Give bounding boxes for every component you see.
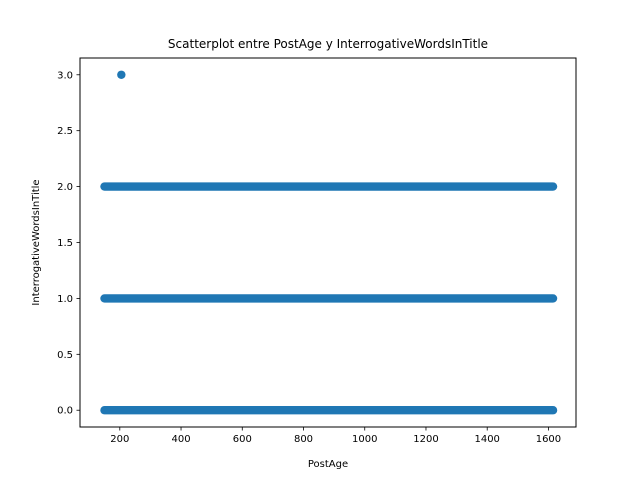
y-axis: 0.0 0.5 1.0 1.5 2.0 2.5 3.0 (57, 70, 80, 417)
x-tick-label: 1600 (536, 434, 561, 445)
x-tick-label: 400 (171, 434, 190, 445)
y-tick-label: 0.0 (57, 406, 73, 417)
y-tick-label: 2.5 (57, 126, 73, 137)
x-axis-label: PostAge (308, 459, 348, 470)
y-tick-label: 2.0 (57, 182, 73, 193)
data-point (117, 70, 126, 79)
y-tick-label: 0.5 (57, 350, 73, 361)
x-tick-label: 1000 (352, 434, 377, 445)
y-tick-label: 1.5 (57, 238, 73, 249)
x-tick-label: 800 (294, 434, 313, 445)
x-axis: 200 400 600 800 1000 1200 1400 1600 (110, 427, 561, 445)
x-tick-label: 1200 (413, 434, 438, 445)
plot-area (100, 70, 558, 415)
y-tick-label: 3.0 (57, 70, 73, 81)
x-tick-label: 1400 (474, 434, 499, 445)
x-tick-label: 600 (233, 434, 252, 445)
x-tick-label: 200 (110, 434, 129, 445)
y-tick-label: 1.0 (57, 294, 73, 305)
chart-title: Scatterplot entre PostAge y Interrogativ… (168, 37, 488, 51)
y-axis-label: InterrogativeWordsInTitle (31, 179, 42, 305)
